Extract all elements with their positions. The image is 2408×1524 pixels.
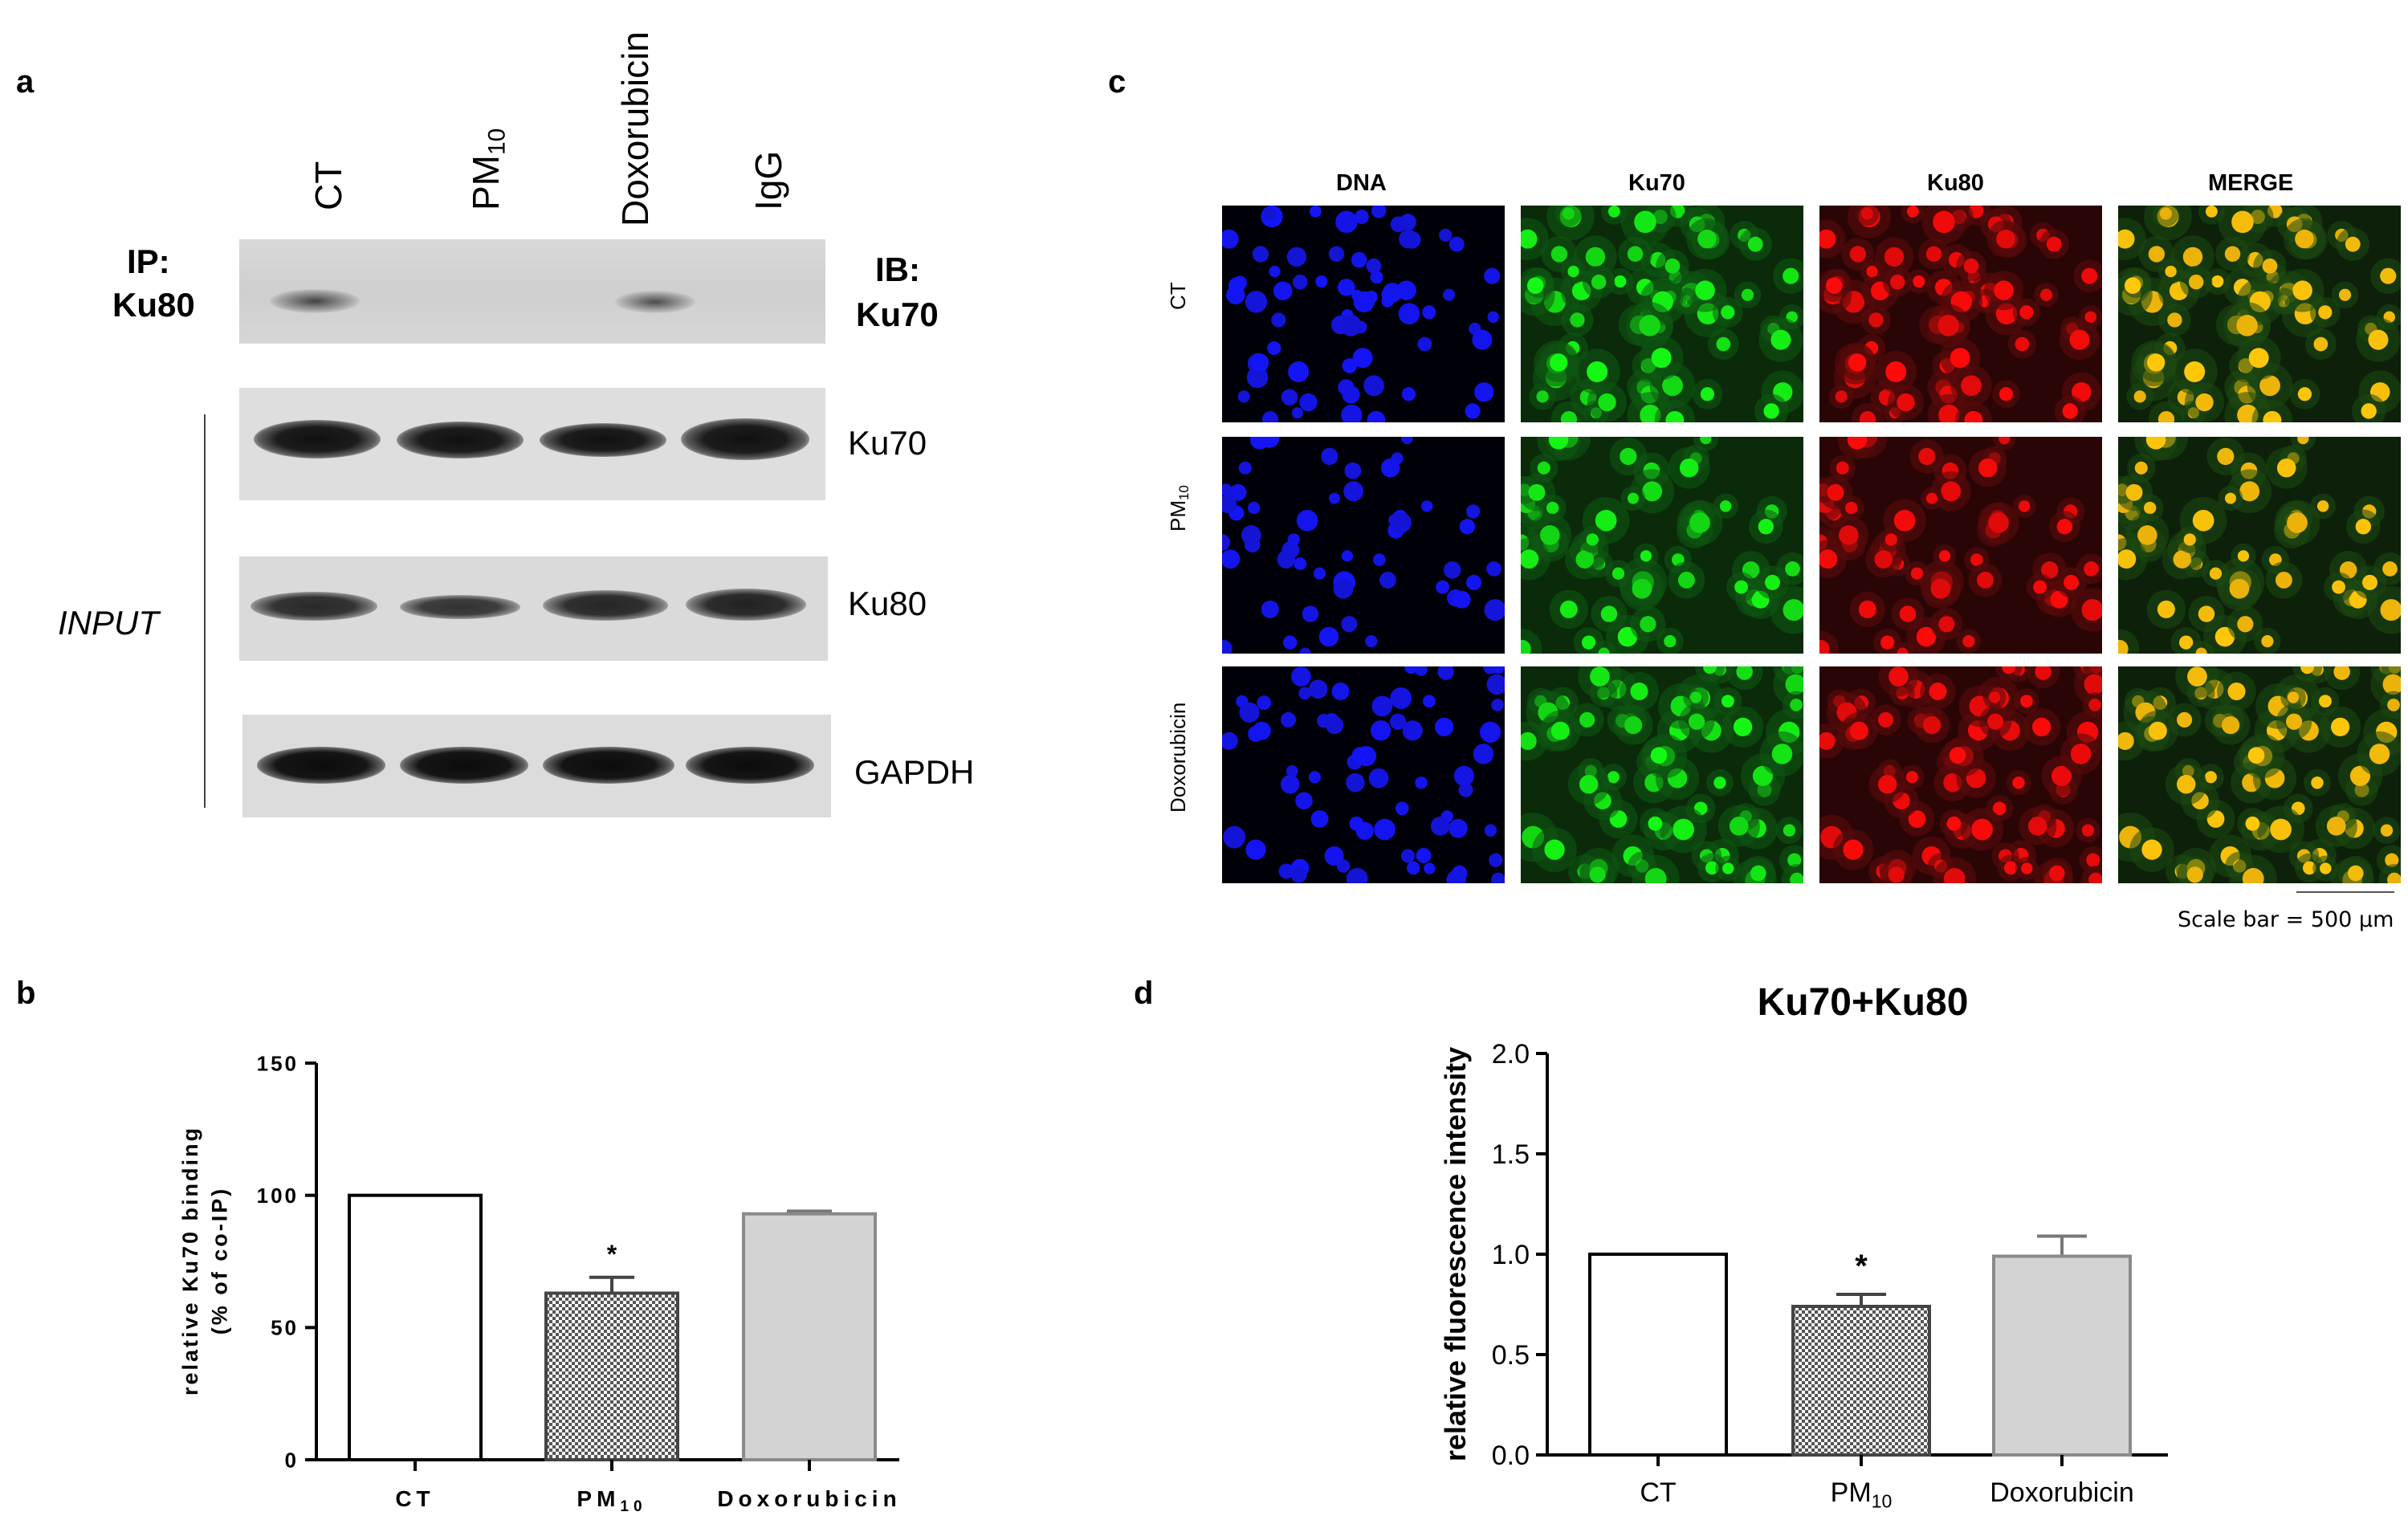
y-tick-label: 1.0 xyxy=(1492,1240,1530,1270)
scale-bar-label: Scale bar = 500 μm xyxy=(2178,907,2394,932)
panel-letter-b: b xyxy=(16,976,36,1011)
micrograph-pm10-ku80 xyxy=(1819,437,2102,654)
ku80-band-ct xyxy=(251,592,377,621)
x-category-label: PM10 xyxy=(577,1486,646,1515)
ip-target-label: Ku80 xyxy=(112,286,195,324)
micrograph-ct-ku80 xyxy=(1819,206,2102,422)
scale-bar-line xyxy=(2296,891,2394,893)
gapdh-blot xyxy=(242,715,831,817)
input-bracket-line xyxy=(204,414,206,808)
x-category-label: CT xyxy=(395,1486,434,1511)
micrograph-doxorubicin-dna xyxy=(1222,666,1505,883)
bar-ct xyxy=(348,1193,483,1462)
coip-band-ct xyxy=(270,289,360,313)
ku70-input-blot xyxy=(239,388,825,500)
ku80-input-blot xyxy=(239,556,828,661)
gapdh-blot-label: GAPDH xyxy=(854,753,975,791)
gapdh-band-pm10 xyxy=(400,747,528,784)
ku80-band-pm10 xyxy=(400,595,520,619)
ku80-band-doxorubicin xyxy=(543,590,668,621)
panel-letter-a: a xyxy=(16,64,35,100)
chart-title: Ku70+Ku80 xyxy=(1758,981,1969,1024)
bar-ct xyxy=(1588,1253,1728,1457)
coip-blot xyxy=(239,239,825,344)
chart-d: 0.0 0.5 1.0 1.5 2.0 CT * PM10 Doxorubicin relativ… xyxy=(1439,981,2168,1511)
y-axis-label-line2: (% of co-IP) xyxy=(207,1187,231,1335)
micrograph-doxorubicin-ku80 xyxy=(1819,666,2102,883)
panel-letter-c: c xyxy=(1108,64,1127,100)
micrograph-pm10-ku70 xyxy=(1521,437,1803,654)
ib-target-label: Ku70 xyxy=(856,295,939,333)
channel-label-ku80: Ku80 xyxy=(1927,170,1984,196)
ku70-blot-label: Ku70 xyxy=(848,424,927,462)
bar-doxorubicin xyxy=(742,1212,877,1461)
chart-b: 0 50 100 150 CT * PM10 Doxorubicin relative Ku70… xyxy=(178,1051,901,1515)
ib-label: IB: xyxy=(875,251,920,288)
y-tick-label: 150 xyxy=(257,1051,299,1075)
lane-label-pm10: PM10 xyxy=(465,128,511,210)
gapdh-band-ct xyxy=(257,747,385,784)
channel-label-dna: DNA xyxy=(1336,170,1387,196)
gapdh-band-doxorubicin xyxy=(543,747,674,784)
panel-letter-d: d xyxy=(1134,976,1154,1011)
channel-label-merge: MERGE xyxy=(2208,170,2294,196)
row-label-pm10: PM10 xyxy=(1166,485,1192,532)
bar-pm10 xyxy=(1791,1305,1931,1457)
micrograph-doxorubicin-ku70 xyxy=(1521,666,1803,883)
row-label-doxorubicin: Doxorubicin xyxy=(1166,702,1190,813)
x-category-label: PM10 xyxy=(1831,1477,1893,1511)
coip-band-doxorubicin xyxy=(615,291,695,313)
significance-marker: * xyxy=(1855,1249,1868,1284)
micrograph-pm10-dna xyxy=(1222,437,1505,654)
gapdh-band-igg xyxy=(686,747,814,784)
y-tick-label: 50 xyxy=(271,1316,299,1340)
channel-label-ku70: Ku70 xyxy=(1628,170,1685,196)
y-tick-label: 0.5 xyxy=(1492,1340,1530,1371)
row-label-ct: CT xyxy=(1166,282,1190,310)
y-tick-label: 100 xyxy=(257,1184,299,1208)
micrograph-pm10-merge xyxy=(2118,437,2401,654)
lane-label-ct: CT xyxy=(308,161,349,210)
micrograph-ct-ku70 xyxy=(1521,206,1803,422)
ku80-blot-label: Ku80 xyxy=(848,585,927,622)
bar-pm10 xyxy=(544,1291,679,1461)
x-category-label: Doxorubicin xyxy=(717,1486,901,1511)
y-tick-label: 0 xyxy=(285,1448,299,1472)
x-category-label: Doxorubicin xyxy=(1990,1477,2134,1508)
x-category-label: CT xyxy=(1640,1477,1676,1508)
y-tick-label: 1.5 xyxy=(1492,1139,1530,1170)
y-tick-label: 0.0 xyxy=(1492,1440,1530,1471)
bar-doxorubicin xyxy=(1992,1254,2132,1457)
ku70-band-ct xyxy=(254,420,381,458)
ku80-band-igg xyxy=(686,589,806,621)
micrograph-doxorubicin-merge xyxy=(2118,666,2401,883)
significance-marker: * xyxy=(607,1240,617,1269)
input-label: INPUT xyxy=(58,604,159,642)
ku70-band-pm10 xyxy=(397,422,524,458)
y-axis-label: relative Ku70 binding xyxy=(178,1126,202,1396)
ku70-band-doxorubicin xyxy=(540,423,666,457)
lane-label-doxorubicin: Doxorubicin xyxy=(614,31,656,226)
ip-label: IP: xyxy=(127,242,170,280)
micrograph-ct-merge xyxy=(2118,206,2401,422)
ku70-band-igg xyxy=(681,418,809,460)
y-axis-label: relative fluorescence intensity xyxy=(1439,1047,1472,1461)
y-tick-label: 2.0 xyxy=(1492,1039,1530,1070)
micrograph-ct-dna xyxy=(1222,206,1505,422)
lane-label-igg: IgG xyxy=(748,150,789,210)
